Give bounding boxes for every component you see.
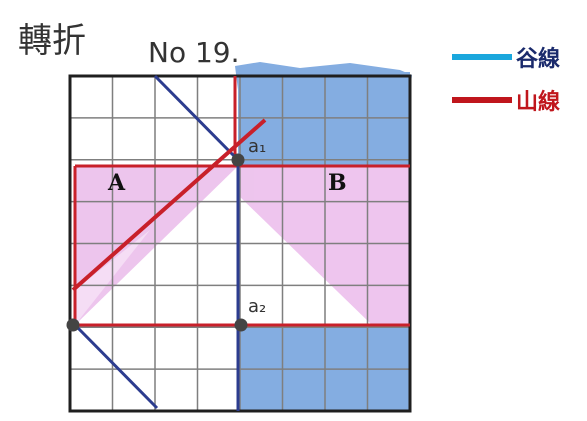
region-b-label: B bbox=[328, 170, 347, 196]
title-group: 轉折 No 19. bbox=[18, 21, 240, 69]
point-a2-label: a₂ bbox=[248, 296, 266, 317]
valley-diagonal-bottom bbox=[73, 323, 159, 410]
blue-area-bottom bbox=[238, 325, 410, 410]
title-prefix: 轉折 bbox=[18, 21, 86, 61]
point-left bbox=[66, 318, 80, 332]
paper-frame bbox=[68, 74, 412, 413]
valley-diagonal-top bbox=[153, 74, 240, 162]
blue-shading bbox=[235, 62, 412, 410]
points bbox=[66, 153, 248, 332]
title-number: No 19. bbox=[148, 36, 240, 69]
legend: 谷線 山線 bbox=[452, 46, 560, 115]
legend-valley-label: 谷線 bbox=[516, 46, 560, 72]
point-a1-label: a₁ bbox=[248, 136, 266, 157]
valley-lines bbox=[73, 74, 240, 411]
point-a1 bbox=[231, 153, 245, 167]
pink-area-a bbox=[75, 166, 238, 325]
legend-mountain-label: 山線 bbox=[516, 89, 560, 115]
point-a2 bbox=[234, 318, 248, 332]
mountain-diagonal bbox=[71, 118, 267, 292]
region-a-label: A bbox=[107, 170, 126, 196]
